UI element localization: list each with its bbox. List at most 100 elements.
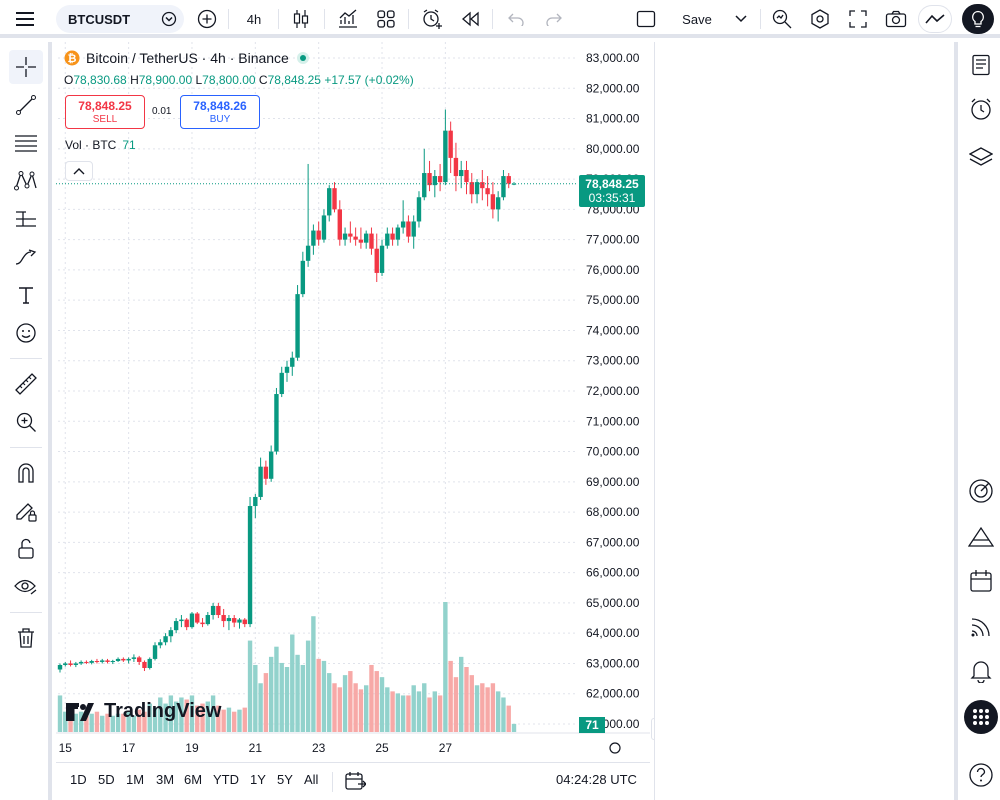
volume-bar — [263, 673, 269, 732]
candle-body — [332, 188, 337, 210]
fullscreen-icon[interactable] — [844, 5, 872, 33]
candle-body — [337, 209, 342, 240]
separator — [408, 9, 409, 29]
indicators-icon[interactable] — [334, 5, 362, 33]
candle-body — [305, 245, 311, 261]
range-1y[interactable]: 1Y — [250, 772, 266, 787]
stream-icon[interactable] — [964, 610, 998, 644]
lock-drawing-icon[interactable] — [9, 494, 43, 528]
candle-body — [411, 221, 416, 237]
target-icon[interactable] — [964, 474, 998, 508]
volume-bar — [495, 691, 501, 732]
emoji-icon[interactable] — [9, 316, 43, 350]
range-6m[interactable]: 6M — [184, 772, 203, 787]
volume-bar — [100, 715, 105, 732]
camera-icon[interactable] — [882, 5, 910, 33]
help-icon[interactable] — [964, 758, 998, 792]
crosshair-icon[interactable] — [9, 50, 43, 84]
calendar-icon[interactable] — [964, 564, 998, 598]
candle-body — [363, 233, 369, 243]
notifications-bell-icon[interactable] — [964, 654, 998, 688]
symbol-options-icon[interactable] — [160, 11, 178, 30]
candle-body — [353, 236, 358, 240]
collapse-legend-button[interactable] — [65, 161, 93, 181]
mountains-icon[interactable] — [964, 520, 998, 554]
redo-icon[interactable] — [540, 5, 568, 33]
candle-body — [427, 173, 432, 186]
candles-icon[interactable] — [288, 5, 314, 33]
ideas-lightbulb-icon[interactable] — [962, 4, 994, 34]
volume-bar — [400, 695, 406, 732]
chevron-down-icon[interactable] — [730, 5, 752, 33]
chart-legend: ₿ Bitcoin / TetherUS · 4h · Binance — [64, 50, 311, 66]
range-5y[interactable]: 5Y — [277, 772, 293, 787]
symbol-search[interactable]: BTCUSDT — [56, 5, 184, 33]
range-1m[interactable]: 1M — [126, 772, 145, 787]
range-5d[interactable]: 5D — [98, 772, 115, 787]
pattern-icon[interactable] — [9, 164, 43, 198]
candle-body — [210, 605, 216, 616]
range-3m[interactable]: 3M — [156, 772, 175, 787]
fullscreen-layout-icon[interactable] — [632, 5, 660, 33]
eye-icon[interactable] — [9, 570, 43, 604]
candle-body — [321, 215, 327, 240]
replay-icon[interactable] — [456, 5, 484, 33]
quick-search-icon[interactable] — [768, 5, 796, 33]
undo-icon[interactable] — [502, 5, 530, 33]
utc-clock[interactable]: 04:24:28 UTC — [556, 772, 637, 787]
time-tick-label: 27 — [439, 741, 453, 755]
layers-icon[interactable] — [964, 140, 998, 174]
lock-icon[interactable] — [9, 532, 43, 566]
settings-icon[interactable] — [806, 5, 834, 33]
price-tick-label: 67,000.00 — [586, 535, 640, 549]
trend-line-icon[interactable] — [9, 88, 43, 122]
alert-icon[interactable] — [418, 5, 446, 33]
range-ytd[interactable]: YTD — [213, 772, 239, 787]
goto-date-icon[interactable] — [344, 771, 367, 794]
price-chart[interactable]: 83,000.0082,000.0081,000.0080,000.0079,0… — [56, 42, 650, 762]
volume-bar — [142, 711, 147, 732]
alerts-clock-icon[interactable] — [964, 92, 998, 126]
trend-icon[interactable] — [918, 5, 952, 33]
forecast-icon[interactable] — [9, 202, 43, 236]
volume-bar — [390, 691, 395, 732]
range-all[interactable]: All — [304, 772, 319, 787]
volume-bar — [295, 654, 300, 732]
trash-icon[interactable] — [9, 621, 43, 655]
candle-body — [342, 233, 348, 240]
volume-bar — [327, 673, 332, 732]
interval-button[interactable]: 4h — [246, 11, 262, 27]
price-tick-label: 83,000.00 — [586, 51, 640, 65]
zoom-in-icon[interactable] — [9, 405, 43, 439]
fib-retracement-icon[interactable] — [9, 126, 43, 160]
candle-body — [63, 663, 68, 665]
candle-body — [279, 372, 284, 395]
drawing-toolbar — [0, 42, 52, 800]
buy-button[interactable]: 78,848.26 BUY — [180, 95, 260, 129]
ruler-icon[interactable] — [9, 367, 43, 401]
volume-bar — [63, 711, 68, 732]
magnet-icon[interactable] — [9, 456, 43, 490]
candle-body — [263, 466, 269, 479]
volume-bar — [200, 703, 205, 732]
symbol-title[interactable]: Bitcoin / TetherUS · 4h · Binance — [86, 50, 289, 66]
text-icon[interactable] — [9, 278, 43, 312]
sell-button[interactable]: 78,848.25 SELL — [65, 95, 145, 129]
candle-body — [131, 657, 137, 659]
menu-icon[interactable] — [10, 5, 40, 33]
watchlist-icon[interactable] — [964, 48, 998, 82]
axis-settings-icon[interactable] — [609, 742, 621, 754]
volume-bar — [480, 683, 485, 732]
volume-bar — [68, 715, 73, 732]
layouts-icon[interactable] — [372, 5, 400, 33]
brush-icon[interactable] — [9, 240, 43, 274]
add-symbol-icon[interactable] — [194, 5, 220, 33]
apps-grid-icon[interactable] — [964, 700, 998, 734]
range-1d[interactable]: 1D — [70, 772, 87, 787]
candle-body — [495, 197, 501, 210]
chart-pane[interactable]: 83,000.0082,000.0081,000.0080,000.0079,0… — [56, 42, 650, 762]
save-button[interactable]: Save — [682, 11, 712, 27]
volume-bar — [422, 683, 427, 732]
candle-body — [247, 506, 253, 625]
candle-body — [453, 157, 459, 177]
